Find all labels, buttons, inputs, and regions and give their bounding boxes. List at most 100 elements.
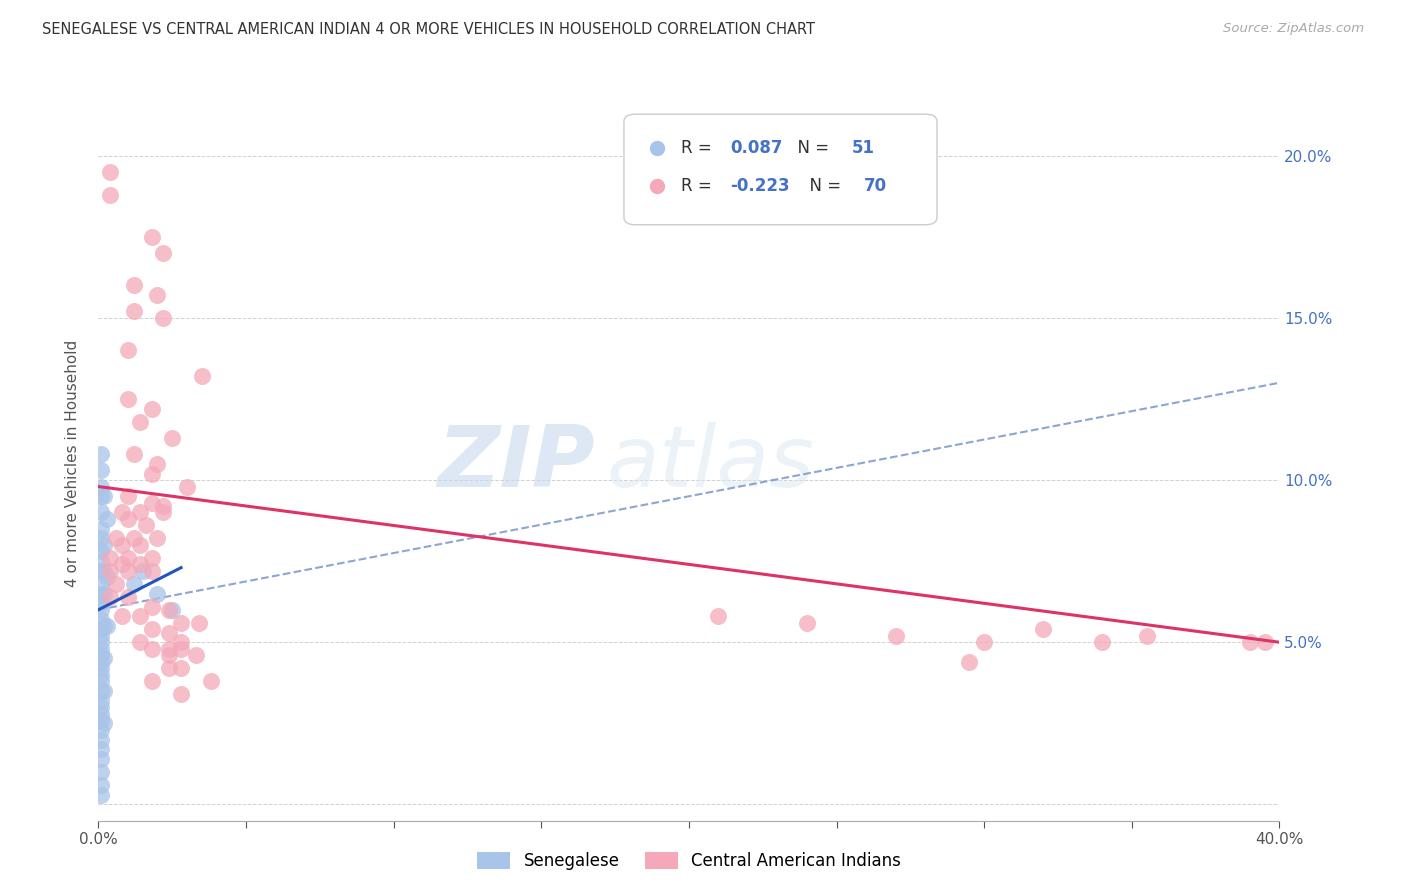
Point xyxy=(90,778,112,792)
Point xyxy=(128,635,150,649)
Text: R =: R = xyxy=(681,177,717,194)
Point xyxy=(191,369,214,384)
Point xyxy=(141,229,163,244)
Point xyxy=(187,615,209,630)
Point xyxy=(90,532,112,546)
Point xyxy=(111,558,134,572)
Point xyxy=(111,538,134,552)
Point xyxy=(90,463,112,477)
Point xyxy=(98,550,121,565)
Point xyxy=(90,713,112,727)
Point xyxy=(90,479,112,493)
Point xyxy=(146,532,169,546)
Point xyxy=(90,635,112,649)
Text: N =: N = xyxy=(787,139,834,157)
Point xyxy=(157,625,180,640)
Point xyxy=(152,246,174,260)
Point xyxy=(111,506,134,520)
Point xyxy=(157,641,180,656)
Point xyxy=(1239,635,1261,649)
Point xyxy=(184,648,207,663)
Point xyxy=(128,538,150,552)
Point xyxy=(98,564,121,578)
Point xyxy=(141,599,163,614)
Point xyxy=(93,716,115,731)
Point xyxy=(111,609,134,624)
Point xyxy=(90,564,112,578)
Point xyxy=(105,532,128,546)
Text: N =: N = xyxy=(799,177,846,194)
Point xyxy=(128,558,150,572)
Point xyxy=(90,641,112,656)
Point xyxy=(141,550,163,565)
Point xyxy=(117,392,139,406)
Point xyxy=(90,577,112,591)
FancyBboxPatch shape xyxy=(624,114,936,225)
Point xyxy=(141,622,163,636)
Point xyxy=(90,603,112,617)
Text: ZIP: ZIP xyxy=(437,422,595,506)
Point xyxy=(90,506,112,520)
Point xyxy=(170,687,193,701)
Text: -0.223: -0.223 xyxy=(730,177,790,194)
Point xyxy=(90,706,112,721)
Point xyxy=(90,788,112,802)
Point xyxy=(157,603,180,617)
Point xyxy=(98,187,121,202)
Point xyxy=(117,590,139,604)
Text: atlas: atlas xyxy=(606,422,814,506)
Point xyxy=(90,655,112,669)
Point xyxy=(117,489,139,503)
Point xyxy=(959,655,981,669)
Point xyxy=(90,684,112,698)
Point xyxy=(141,674,163,689)
Point xyxy=(90,522,112,536)
Point xyxy=(141,564,163,578)
Point xyxy=(152,499,174,513)
Point xyxy=(90,764,112,779)
Point xyxy=(146,457,169,471)
Point xyxy=(90,700,112,714)
Point xyxy=(117,343,139,358)
Point xyxy=(157,648,180,663)
Point xyxy=(796,615,818,630)
Point xyxy=(170,615,193,630)
Point xyxy=(96,512,118,526)
Point xyxy=(122,447,145,461)
Point xyxy=(170,635,193,649)
Point xyxy=(90,544,112,558)
Point xyxy=(122,304,145,318)
Point xyxy=(146,586,169,600)
Point xyxy=(122,577,145,591)
Text: Source: ZipAtlas.com: Source: ZipAtlas.com xyxy=(1223,22,1364,36)
Point xyxy=(135,518,157,533)
Point xyxy=(93,586,115,600)
Point xyxy=(152,506,174,520)
Point xyxy=(152,310,174,325)
Point xyxy=(90,596,112,610)
Point xyxy=(128,415,150,429)
Point xyxy=(162,431,183,445)
Point xyxy=(141,467,163,481)
Point xyxy=(1091,635,1114,649)
Point xyxy=(90,554,112,568)
Point xyxy=(884,629,907,643)
Point xyxy=(90,648,112,663)
Point xyxy=(90,742,112,756)
Point xyxy=(93,489,115,503)
Point xyxy=(90,489,112,503)
Point xyxy=(200,674,222,689)
Point xyxy=(117,512,139,526)
Point xyxy=(132,564,155,578)
Point xyxy=(170,641,193,656)
Point xyxy=(122,532,145,546)
Point xyxy=(1032,622,1054,636)
Point xyxy=(122,278,145,293)
Point xyxy=(90,629,112,643)
Point xyxy=(176,479,198,493)
Point xyxy=(973,635,995,649)
Point xyxy=(90,693,112,707)
Point xyxy=(146,288,169,302)
Point xyxy=(90,586,112,600)
Point xyxy=(90,752,112,766)
